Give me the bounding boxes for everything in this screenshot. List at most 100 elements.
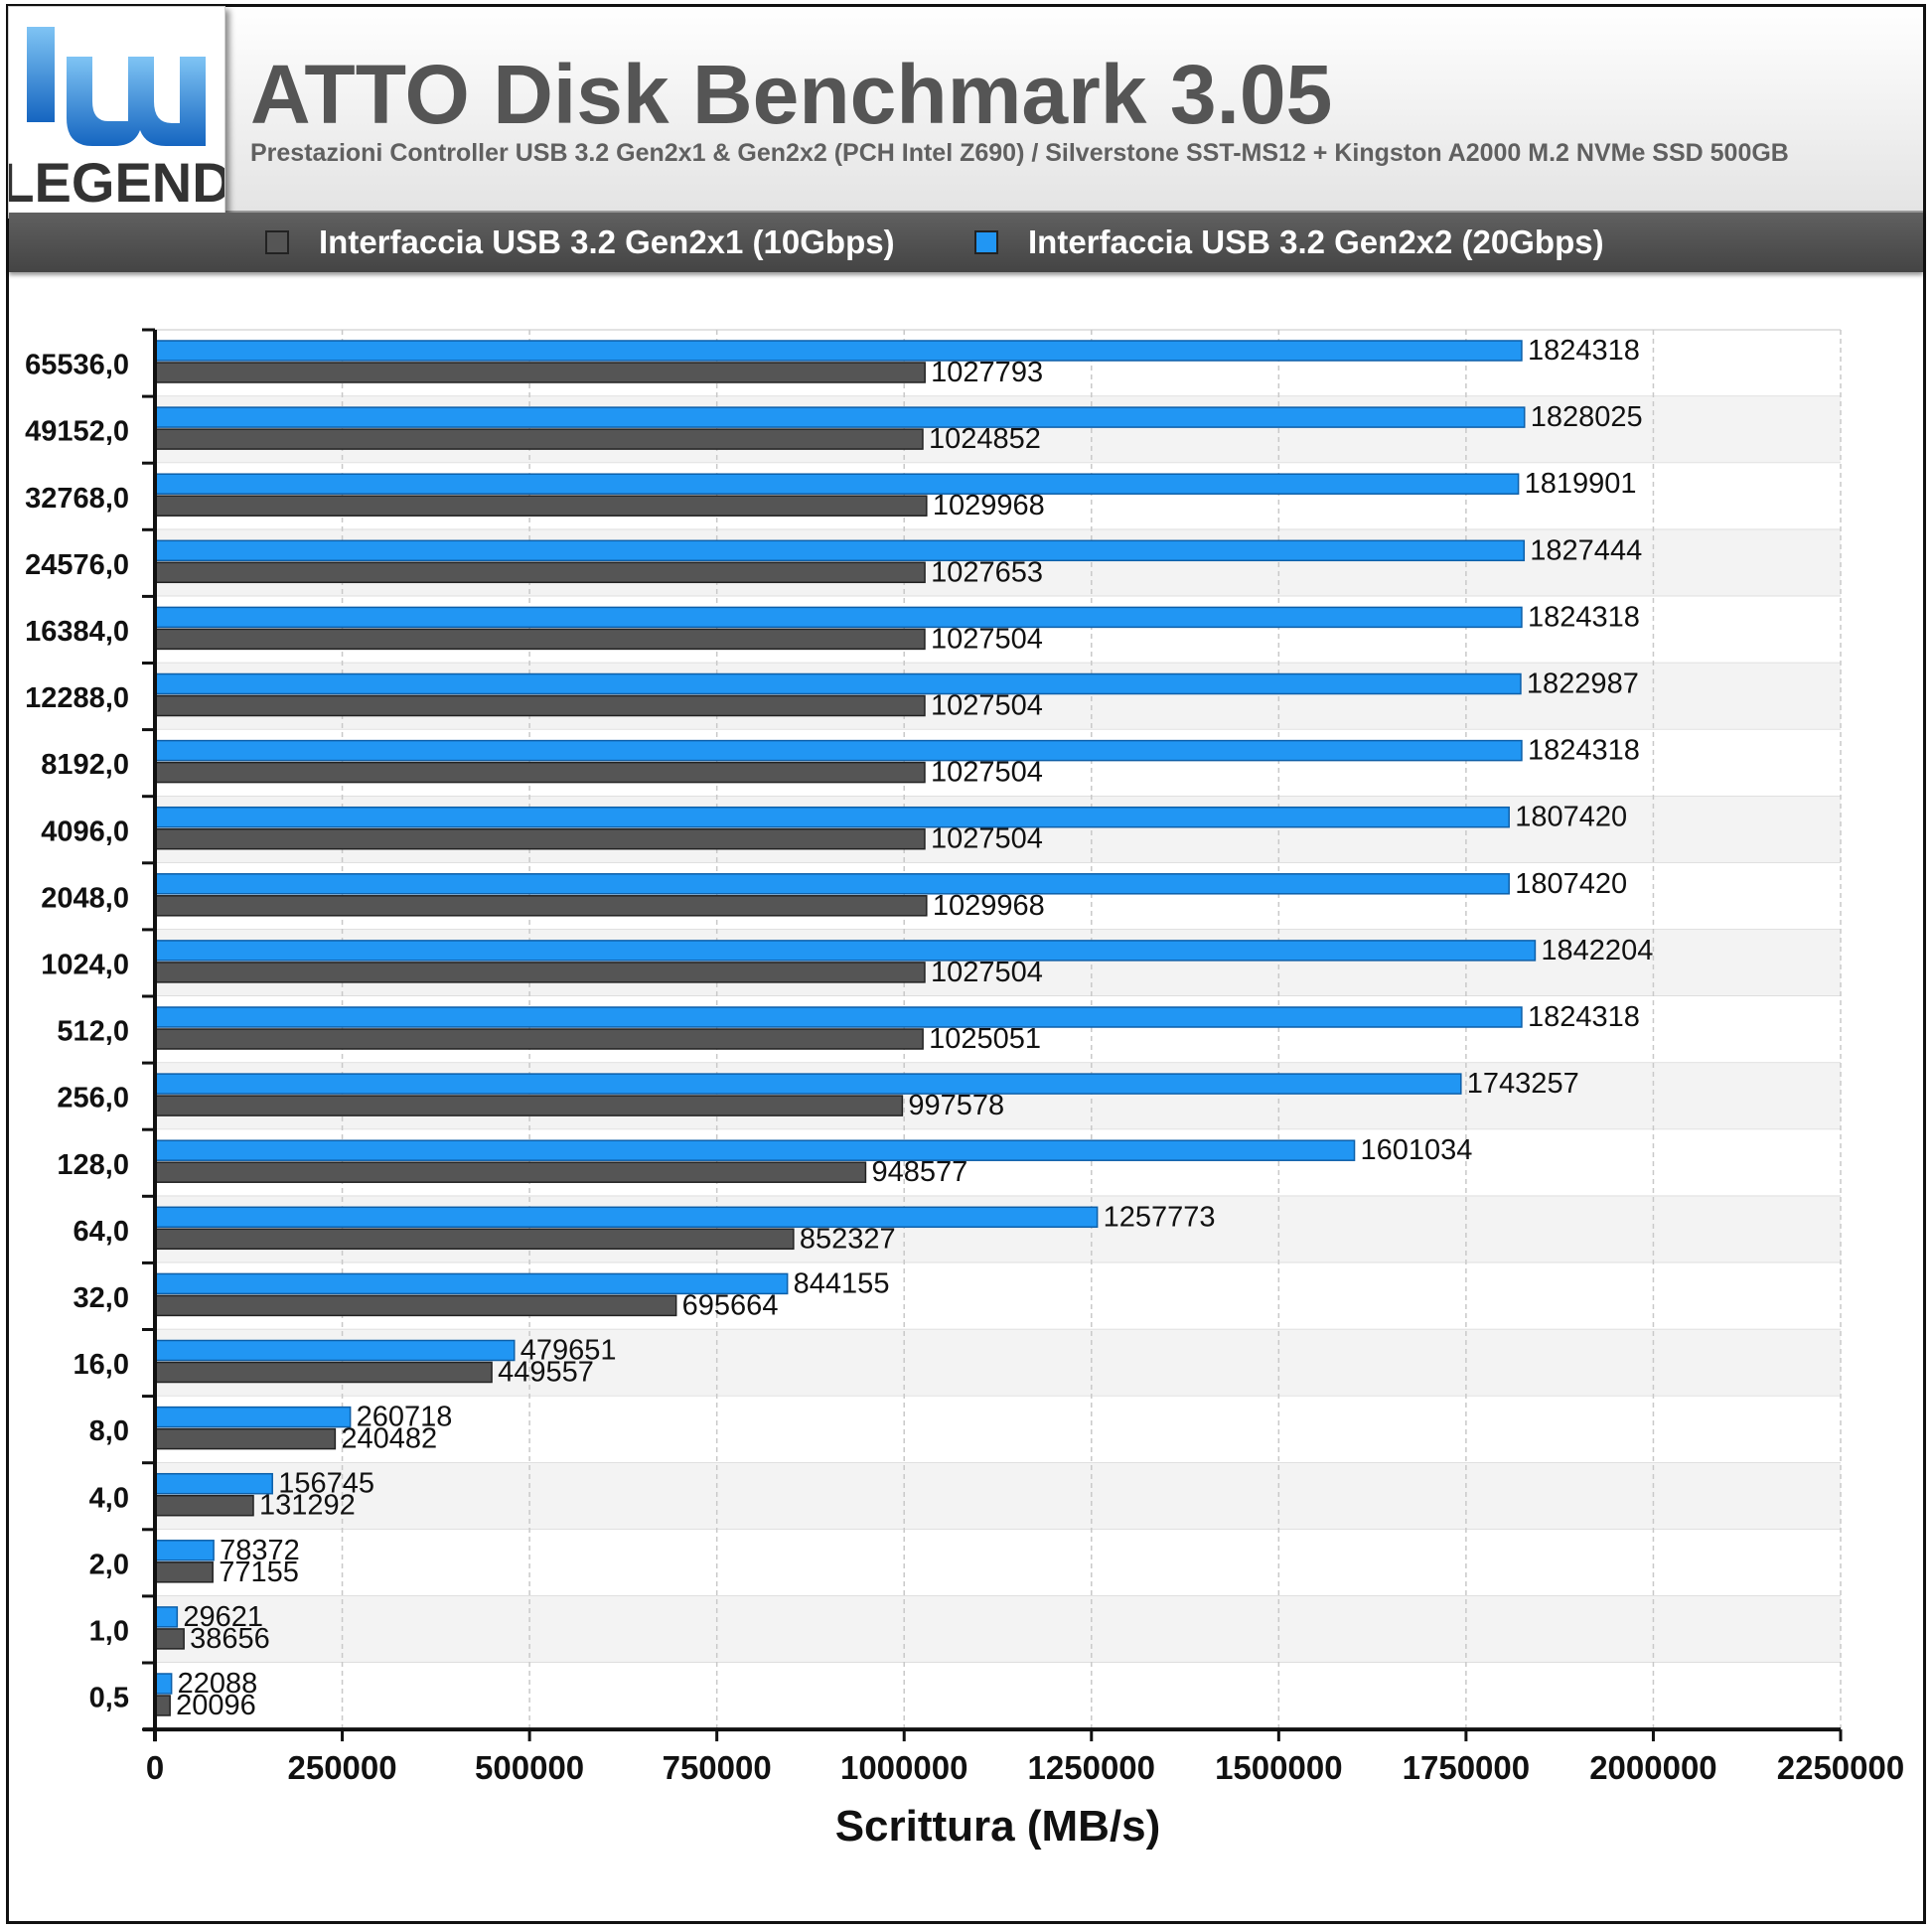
- header: ATTO Disk Benchmark 3.05 Prestazioni Con…: [9, 7, 1923, 213]
- bar-gen2x1: [154, 561, 926, 584]
- chart-title: ATTO Disk Benchmark 3.05: [250, 48, 1333, 141]
- x-tick-label: 1250000: [1028, 1749, 1155, 1786]
- data-label-gen2x2: 479651: [520, 1335, 617, 1367]
- bar-gen2x1: [154, 1561, 214, 1583]
- y-tick-label: 65536,0: [25, 350, 129, 381]
- bar-gen2x2: [154, 739, 1523, 762]
- bar-gen2x2: [154, 1073, 1462, 1095]
- bar-gen2x1: [154, 1695, 171, 1716]
- bar-gen2x1: [154, 1228, 795, 1251]
- data-label-gen2x1: 1027504: [931, 957, 1043, 988]
- data-label-gen2x2: 1824318: [1528, 1001, 1640, 1033]
- logo-icon: LEGEND: [9, 27, 224, 214]
- bar-gen2x2: [154, 539, 1526, 562]
- legend-swatch-gen2x2: [974, 230, 998, 254]
- legend: Interfaccia USB 3.2 Gen2x1 (10Gbps) Inte…: [9, 213, 1923, 272]
- legend-label-gen2x1: Interfaccia USB 3.2 Gen2x1 (10Gbps): [319, 223, 895, 260]
- y-tick-label: 8192,0: [41, 749, 129, 781]
- bar-gen2x1: [154, 1427, 337, 1450]
- y-tick-label: 32768,0: [25, 483, 129, 515]
- bar-gen2x2: [154, 340, 1523, 362]
- data-label-gen2x2: 1257773: [1104, 1201, 1216, 1233]
- y-tick-label: 24576,0: [25, 549, 129, 581]
- bar-gen2x2: [154, 806, 1510, 828]
- bar-gen2x2: [154, 1339, 516, 1362]
- y-tick-label: 128,0: [57, 1149, 129, 1181]
- data-label-gen2x2: 1828025: [1531, 401, 1643, 433]
- data-label-gen2x1: 1027793: [931, 357, 1043, 388]
- bar-gen2x1: [154, 1361, 493, 1384]
- bar-gen2x1: [154, 1628, 185, 1650]
- bar-gen2x1: [154, 495, 928, 517]
- bar-gen2x2: [154, 672, 1522, 695]
- bar-gen2x2: [154, 606, 1523, 629]
- y-tick-label: 49152,0: [25, 416, 129, 448]
- bar-gen2x1: [154, 962, 926, 983]
- legend-swatch-gen2x1: [265, 230, 289, 254]
- row-band: [155, 1462, 1841, 1530]
- bar-gen2x2: [154, 1673, 173, 1695]
- bar-gen2x2: [154, 873, 1510, 895]
- data-label-gen2x1: 1027504: [931, 823, 1043, 855]
- y-tick-label: 1,0: [89, 1615, 129, 1647]
- data-label-gen2x1: 1029968: [933, 890, 1045, 922]
- legend-item-gen2x2: Interfaccia USB 3.2 Gen2x2 (20Gbps): [974, 213, 1604, 272]
- data-label-gen2x2: 29621: [183, 1601, 263, 1633]
- bar-gen2x2: [154, 1406, 352, 1428]
- row-band: [155, 1595, 1841, 1663]
- y-tick-label: 0,5: [89, 1683, 129, 1714]
- bar-gen2x1: [154, 895, 928, 917]
- y-tick-label: 16,0: [74, 1349, 129, 1381]
- x-tick-label: 1750000: [1403, 1749, 1530, 1786]
- data-label-gen2x1: 1024852: [929, 423, 1041, 455]
- bar-gen2x2: [154, 940, 1537, 962]
- bar-gen2x2: [154, 1472, 273, 1495]
- data-label-gen2x2: 1807420: [1515, 868, 1627, 900]
- data-label-gen2x2: 1743257: [1467, 1068, 1579, 1100]
- data-label-gen2x2: 1807420: [1515, 802, 1627, 833]
- x-tick-label: 2250000: [1777, 1749, 1904, 1786]
- x-tick-label: 500000: [475, 1749, 584, 1786]
- y-tick-label: 64,0: [74, 1216, 129, 1248]
- bar-gen2x1: [154, 1294, 677, 1317]
- x-tick-label: 0: [146, 1749, 164, 1786]
- bar-gen2x2: [154, 406, 1526, 428]
- data-label-gen2x2: 1819901: [1525, 468, 1637, 500]
- data-label-gen2x1: 1027504: [931, 623, 1043, 655]
- data-label-gen2x1: 1027653: [931, 556, 1043, 588]
- x-tick-label: 250000: [287, 1749, 396, 1786]
- data-label-gen2x1: 695664: [682, 1289, 779, 1321]
- legend-item-gen2x1: Interfaccia USB 3.2 Gen2x1 (10Gbps): [265, 213, 895, 272]
- data-label-gen2x1: 997578: [908, 1090, 1004, 1121]
- bar-gen2x1: [154, 362, 926, 383]
- row-band: [155, 1529, 1841, 1596]
- y-tick-label: 8,0: [89, 1415, 129, 1447]
- bar-gen2x1: [154, 1028, 924, 1050]
- bar-gen2x1: [154, 827, 926, 850]
- bar-gen2x1: [154, 694, 926, 717]
- data-label-gen2x1: 240482: [341, 1423, 437, 1455]
- data-label-gen2x1: 77155: [219, 1557, 299, 1588]
- x-tick-label: 1500000: [1215, 1749, 1342, 1786]
- data-label-gen2x1: 449557: [498, 1357, 594, 1389]
- svg-text:LEGEND: LEGEND: [9, 151, 224, 214]
- bar-gen2x1: [154, 628, 926, 651]
- x-tick-label: 1000000: [840, 1749, 967, 1786]
- x-axis-title: Scrittura (MB/s): [835, 1802, 1161, 1851]
- data-label-gen2x2: 78372: [220, 1535, 300, 1566]
- bar-gen2x1: [154, 428, 924, 450]
- bar-gen2x2: [154, 473, 1520, 495]
- data-label-gen2x2: 844155: [794, 1267, 890, 1299]
- y-tick-label: 2,0: [89, 1549, 129, 1580]
- data-label-gen2x2: 1824318: [1528, 601, 1640, 633]
- data-label-gen2x2: 1822987: [1527, 668, 1639, 700]
- data-label-gen2x2: 1842204: [1541, 935, 1653, 966]
- data-label-gen2x1: 131292: [259, 1490, 356, 1522]
- y-tick-label: 16384,0: [25, 616, 129, 648]
- bar-gen2x1: [154, 1095, 904, 1116]
- bar-gen2x1: [154, 1161, 867, 1183]
- y-tick-label: 4096,0: [41, 816, 129, 847]
- bar-gen2x1: [154, 761, 926, 784]
- bar-gen2x2: [154, 1206, 1099, 1229]
